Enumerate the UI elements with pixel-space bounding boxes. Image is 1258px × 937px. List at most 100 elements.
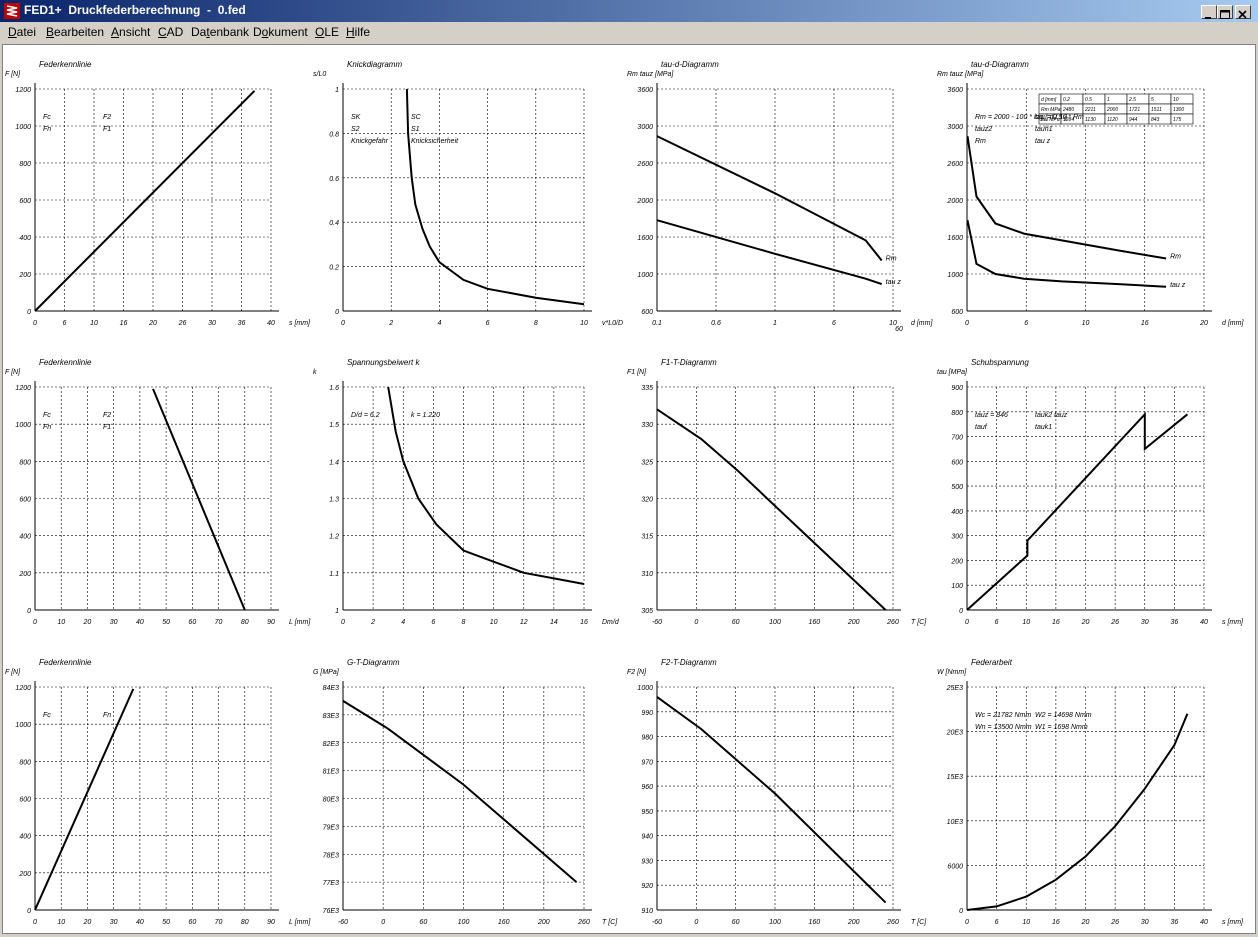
table-cell-text: d [mm]: [1041, 97, 1057, 103]
y-tick-label: 80E3: [323, 797, 339, 804]
close-button[interactable]: [1235, 5, 1251, 19]
y-tick-label: 1000: [947, 272, 963, 279]
x-tick-label: 60: [419, 919, 427, 926]
y-tick-label: 600: [19, 198, 31, 205]
x-tick-label: 160: [498, 919, 510, 926]
y-axis-label: tau [MPa]: [937, 369, 968, 376]
y-tick-label: 600: [19, 497, 31, 504]
y-tick-label: 400: [19, 534, 31, 541]
table-cell-text: 1511: [1151, 107, 1162, 113]
y-tick-label: 100: [951, 583, 963, 590]
x-tick-label: 60: [895, 326, 903, 333]
y-tick-label: 310: [641, 571, 653, 578]
chart-title: tau-d-Diagramm: [661, 60, 719, 69]
menu-datenbank[interactable]: Datenbank: [191, 25, 250, 39]
x-tick-label: 30: [1141, 919, 1149, 926]
y-tick-label: 25E3: [946, 685, 963, 692]
menu-dokument[interactable]: Dokument: [253, 25, 308, 39]
x-tick-label: 10: [1022, 619, 1030, 626]
menu-cad[interactable]: CAD: [158, 25, 184, 39]
title-bar[interactable]: FED1+ Druckfederberechnung - 0.fed: [0, 0, 1258, 22]
y-tick-label: 960: [641, 784, 653, 791]
table-cell-text: 843: [1151, 117, 1160, 123]
menu-datei[interactable]: Datei: [8, 25, 37, 39]
x-tick-label: 20: [83, 619, 92, 626]
series-line: [387, 386, 585, 585]
menu-hilfe[interactable]: Hilfe: [346, 25, 371, 39]
annotation-text: Rm = 2000 - 100 * log ( d / 1 ): [975, 114, 1067, 121]
annotation-text: Fn: [103, 712, 111, 719]
x-tick-label: 6: [486, 320, 490, 327]
y-axis-label: Rm tauz [MPa]: [627, 71, 674, 78]
annotation-text: W1 = 1698 Nmm: [1035, 724, 1088, 731]
annotation-text: F2: [103, 412, 111, 419]
x-tick-label: 30: [110, 919, 118, 926]
annotation-text: Rm: [975, 138, 986, 145]
x-tick-label: 10: [1082, 320, 1090, 327]
annotation-text: F1: [103, 424, 111, 431]
y-tick-label: 1200: [15, 385, 31, 392]
menu-ansicht[interactable]: Ansicht: [111, 25, 151, 39]
y-tick-label: 900: [951, 385, 963, 392]
x-tick-label: 4: [401, 619, 405, 626]
y-tick-label: 400: [19, 834, 31, 841]
table-cell-text: 1721: [1129, 107, 1140, 113]
close-icon: [1238, 10, 1247, 19]
x-tick-label: -60: [652, 919, 662, 926]
table-cell-text: 1300: [1173, 107, 1184, 113]
menu-ole[interactable]: OLE: [315, 25, 340, 39]
y-tick-label: 2000: [636, 198, 653, 205]
table-cell-text: 2.5: [1128, 97, 1136, 103]
series-line: [966, 713, 1189, 911]
y-axis-label: s/L0: [313, 71, 326, 78]
annotation-text: Knickgefahr: [351, 138, 389, 145]
series-line: [34, 688, 135, 911]
menu-bearbeiten[interactable]: Bearbeiten: [46, 25, 105, 39]
y-axis-label: k: [313, 369, 317, 376]
series-label: tau z: [1170, 282, 1186, 289]
maximize-button[interactable]: [1217, 5, 1233, 19]
y-axis-label: F1 [N]: [627, 369, 647, 376]
x-tick-label: 8: [462, 619, 466, 626]
spring-logo-icon: [4, 3, 20, 19]
x-tick-label: 100: [769, 619, 781, 626]
chart-7: F1-T-Diagramm F1 [N] T [C] -60 0 60 100 160 200 2…: [627, 358, 927, 626]
x-tick-label: 10: [1022, 919, 1030, 926]
y-tick-label: 77E3: [323, 880, 339, 887]
x-tick-label: 36: [1170, 619, 1178, 626]
chart-title: G-T-Diagramm: [347, 658, 400, 667]
annotation-text: F2: [103, 114, 111, 121]
table-cell-text: 10: [1173, 97, 1179, 103]
x-tick-label: 0: [965, 919, 969, 926]
x-tick-label: 80: [241, 619, 249, 626]
y-tick-label: 82E3: [323, 741, 339, 748]
minimize-button[interactable]: [1201, 5, 1217, 19]
x-tick-label: 26: [178, 320, 187, 327]
x-axis-label: d [mm]: [1222, 320, 1244, 327]
y-tick-label: 84E3: [323, 685, 339, 692]
menu-bar: Datei Bearbeiten Ansicht CAD Datenbank Dokume…: [0, 22, 1258, 42]
table-cell-text: 1130: [1085, 117, 1096, 123]
x-tick-label: 60: [732, 619, 740, 626]
chart-12: Federarbeit W [Nmm] s [mm] 0 6 10 16 20 26 30 36 40…: [937, 658, 1244, 926]
y-tick-label: 600: [19, 797, 31, 804]
y-tick-label: 300: [951, 534, 963, 541]
y-tick-label: 400: [19, 235, 31, 242]
y-tick-label: 800: [951, 410, 963, 417]
x-tick-label: 20: [148, 320, 157, 327]
y-tick-label: 0: [27, 309, 31, 316]
y-axis-label: G [MPa]: [313, 669, 340, 676]
x-tick-label: 36: [1170, 919, 1178, 926]
table-cell-text: Rm MPa: [1041, 107, 1061, 113]
y-tick-label: 81E3: [323, 769, 339, 776]
chart-3: tau-d-Diagramm Rm tauz [MPa] d [mm] 0.1 0.6 1…: [627, 60, 933, 333]
x-tick-label: 36: [238, 320, 246, 327]
table-cell-text: 0.2: [1063, 97, 1070, 103]
chart-title: Knickdiagramm: [347, 60, 402, 69]
x-tick-label: 0.6: [711, 320, 721, 327]
x-tick-label: 0: [341, 619, 345, 626]
x-tick-label: 10: [490, 619, 498, 626]
x-tick-label: 40: [267, 320, 275, 327]
chart-title: F2-T-Diagramm: [661, 658, 717, 667]
